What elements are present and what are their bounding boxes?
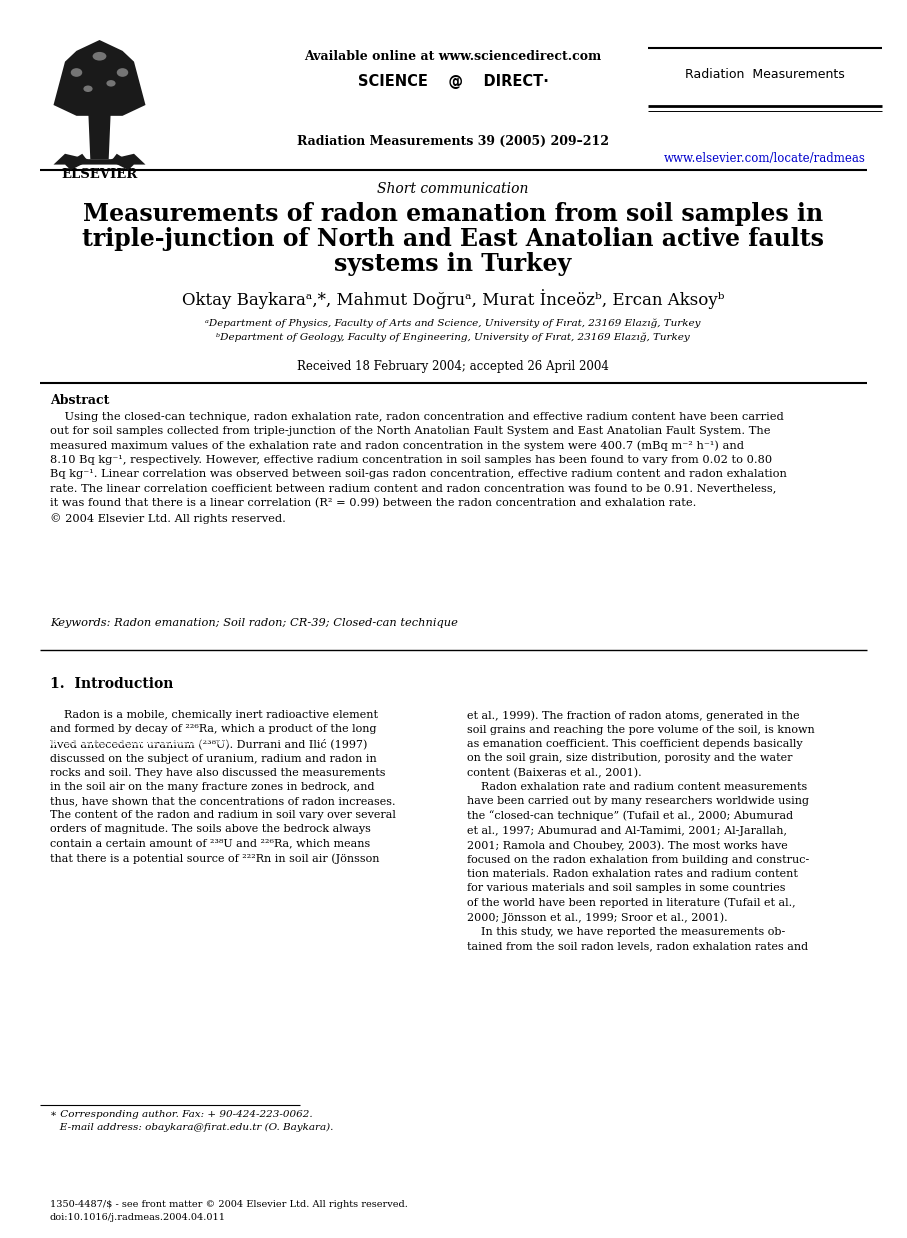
Polygon shape xyxy=(111,154,134,170)
Ellipse shape xyxy=(93,52,106,61)
Text: Available online at www.sciencedirect.com: Available online at www.sciencedirect.co… xyxy=(305,50,601,63)
Polygon shape xyxy=(65,154,88,170)
Text: ∗ Corresponding author. Fax: + 90-424-223-0062.
   E-mail address: obaykara@fira: ∗ Corresponding author. Fax: + 90-424-22… xyxy=(50,1110,334,1132)
Text: lived antecedent uranium (²³⁸U).: lived antecedent uranium (²³⁸U). xyxy=(50,737,237,748)
Ellipse shape xyxy=(106,80,115,87)
Text: Radon is a mobile, chemically inert radioactive element
and formed by decay of ²: Radon is a mobile, chemically inert radi… xyxy=(50,711,395,864)
Text: Short communication: Short communication xyxy=(377,182,529,196)
Text: SCIENCE    @    DIRECT·: SCIENCE @ DIRECT· xyxy=(357,74,549,89)
Text: Abstract: Abstract xyxy=(50,394,110,407)
Text: Using the closed-can technique, radon exhalation rate, radon concentration and e: Using the closed-can technique, radon ex… xyxy=(50,412,787,524)
Text: ELSEVIER: ELSEVIER xyxy=(61,168,137,181)
Ellipse shape xyxy=(71,68,83,77)
Polygon shape xyxy=(54,40,145,116)
Polygon shape xyxy=(54,154,145,165)
Text: et al., 1999). The fraction of radon atoms, generated in the
soil grains and rea: et al., 1999). The fraction of radon ato… xyxy=(467,711,814,951)
Text: triple-junction of North and East Anatolian active faults: triple-junction of North and East Anatol… xyxy=(82,227,824,251)
Text: 1.  Introduction: 1. Introduction xyxy=(50,677,173,691)
Text: systems in Turkey: systems in Turkey xyxy=(335,253,571,276)
Text: ᵇDepartment of Geology, Faculty of Engineering, University of Fırat, 23169 Elazı: ᵇDepartment of Geology, Faculty of Engin… xyxy=(216,332,690,342)
Text: Received 18 February 2004; accepted 26 April 2004: Received 18 February 2004; accepted 26 A… xyxy=(297,360,609,373)
Text: doi:10.1016/j.radmeas.2004.04.011: doi:10.1016/j.radmeas.2004.04.011 xyxy=(50,1213,226,1222)
Text: www.elsevier.com/locate/radmeas: www.elsevier.com/locate/radmeas xyxy=(664,152,866,165)
Ellipse shape xyxy=(83,85,93,92)
Text: Keywords: Radon emanation; Soil radon; CR-39; Closed-can technique: Keywords: Radon emanation; Soil radon; C… xyxy=(50,618,458,628)
Text: 1350-4487/$ - see front matter © 2004 Elsevier Ltd. All rights reserved.: 1350-4487/$ - see front matter © 2004 El… xyxy=(50,1200,408,1210)
Ellipse shape xyxy=(117,68,128,77)
Polygon shape xyxy=(88,105,111,160)
Text: Measurements of radon emanation from soil samples in: Measurements of radon emanation from soi… xyxy=(83,202,823,227)
Text: Oktay Baykaraᵃ,*, Mahmut Doğruᵃ, Murat İnceözᵇ, Ercan Aksoyᵇ: Oktay Baykaraᵃ,*, Mahmut Doğruᵃ, Murat İ… xyxy=(181,288,725,310)
Text: Radiation Measurements 39 (2005) 209–212: Radiation Measurements 39 (2005) 209–212 xyxy=(297,135,609,149)
Text: ᵃDepartment of Physics, Faculty of Arts and Science, University of Fırat, 23169 : ᵃDepartment of Physics, Faculty of Arts … xyxy=(205,318,701,328)
Text: Radiation  Measurements: Radiation Measurements xyxy=(685,68,845,80)
